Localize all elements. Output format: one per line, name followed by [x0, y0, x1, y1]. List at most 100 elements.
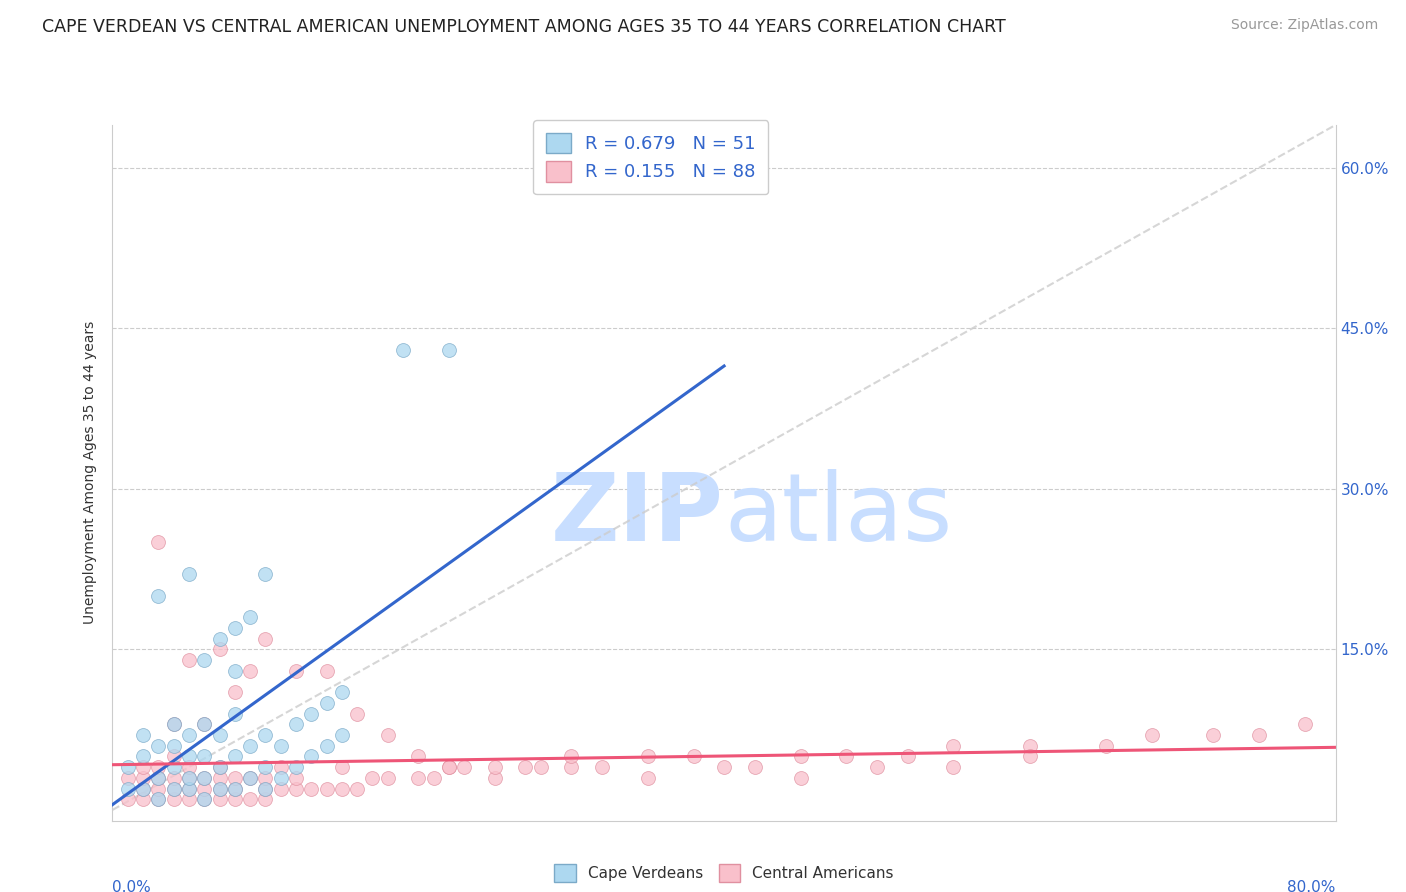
Point	[637, 749, 659, 764]
Point	[377, 771, 399, 785]
Point	[148, 535, 170, 549]
Point	[408, 771, 430, 785]
Point	[484, 771, 506, 785]
Point	[224, 685, 246, 699]
Point	[177, 792, 200, 806]
Point	[163, 749, 186, 764]
Point	[163, 781, 186, 796]
Point	[163, 739, 186, 753]
Point	[148, 760, 170, 774]
Point	[254, 567, 277, 582]
Point	[132, 771, 155, 785]
Point	[177, 653, 200, 667]
Point	[515, 760, 537, 774]
Point	[270, 771, 292, 785]
Point	[224, 792, 246, 806]
Point	[560, 760, 582, 774]
Point	[148, 589, 170, 603]
Point	[897, 749, 920, 764]
Point	[117, 760, 139, 774]
Point	[315, 664, 337, 678]
Point	[835, 749, 858, 764]
Point	[208, 792, 231, 806]
Point	[208, 642, 231, 657]
Text: 80.0%: 80.0%	[1288, 880, 1336, 892]
Point	[177, 760, 200, 774]
Point	[284, 781, 308, 796]
Point	[330, 685, 353, 699]
Point	[942, 760, 965, 774]
Point	[148, 739, 170, 753]
Point	[299, 781, 322, 796]
Point	[224, 781, 246, 796]
Point	[299, 706, 322, 721]
Point	[1018, 749, 1040, 764]
Point	[208, 632, 231, 646]
Point	[1018, 739, 1040, 753]
Point	[224, 706, 246, 721]
Point	[132, 728, 155, 742]
Point	[377, 728, 399, 742]
Y-axis label: Unemployment Among Ages 35 to 44 years: Unemployment Among Ages 35 to 44 years	[83, 321, 97, 624]
Point	[682, 749, 704, 764]
Point	[284, 760, 308, 774]
Point	[163, 717, 186, 731]
Point	[177, 771, 200, 785]
Point	[361, 771, 384, 785]
Point	[224, 749, 246, 764]
Point	[193, 653, 215, 667]
Point	[591, 760, 613, 774]
Point	[315, 781, 337, 796]
Point	[254, 792, 277, 806]
Point	[789, 749, 811, 764]
Point	[117, 771, 139, 785]
Point	[163, 792, 186, 806]
Point	[132, 792, 155, 806]
Point	[484, 760, 506, 774]
Point	[254, 781, 277, 796]
Point	[453, 760, 475, 774]
Text: atlas: atlas	[724, 468, 952, 560]
Legend: Cape Verdeans, Central Americans: Cape Verdeans, Central Americans	[547, 856, 901, 889]
Point	[239, 771, 262, 785]
Point	[177, 781, 200, 796]
Point	[163, 781, 186, 796]
Point	[148, 781, 170, 796]
Point	[193, 717, 215, 731]
Point	[224, 781, 246, 796]
Point	[177, 781, 200, 796]
Point	[177, 728, 200, 742]
Point	[866, 760, 889, 774]
Point	[437, 760, 460, 774]
Point	[284, 717, 308, 731]
Point	[637, 771, 659, 785]
Point	[330, 781, 353, 796]
Point	[330, 760, 353, 774]
Point	[193, 717, 215, 731]
Point	[239, 771, 262, 785]
Point	[163, 760, 186, 774]
Point	[132, 760, 155, 774]
Point	[270, 781, 292, 796]
Point	[208, 728, 231, 742]
Point	[177, 771, 200, 785]
Point	[193, 792, 215, 806]
Point	[117, 781, 139, 796]
Point	[148, 771, 170, 785]
Point	[193, 771, 215, 785]
Point	[422, 771, 444, 785]
Point	[224, 664, 246, 678]
Point	[148, 792, 170, 806]
Point	[193, 792, 215, 806]
Point	[437, 343, 460, 357]
Point	[284, 664, 308, 678]
Point	[560, 749, 582, 764]
Point	[224, 771, 246, 785]
Point	[148, 792, 170, 806]
Text: Source: ZipAtlas.com: Source: ZipAtlas.com	[1230, 18, 1378, 32]
Point	[208, 760, 231, 774]
Text: 0.0%: 0.0%	[112, 880, 152, 892]
Point	[330, 728, 353, 742]
Point	[163, 771, 186, 785]
Point	[284, 771, 308, 785]
